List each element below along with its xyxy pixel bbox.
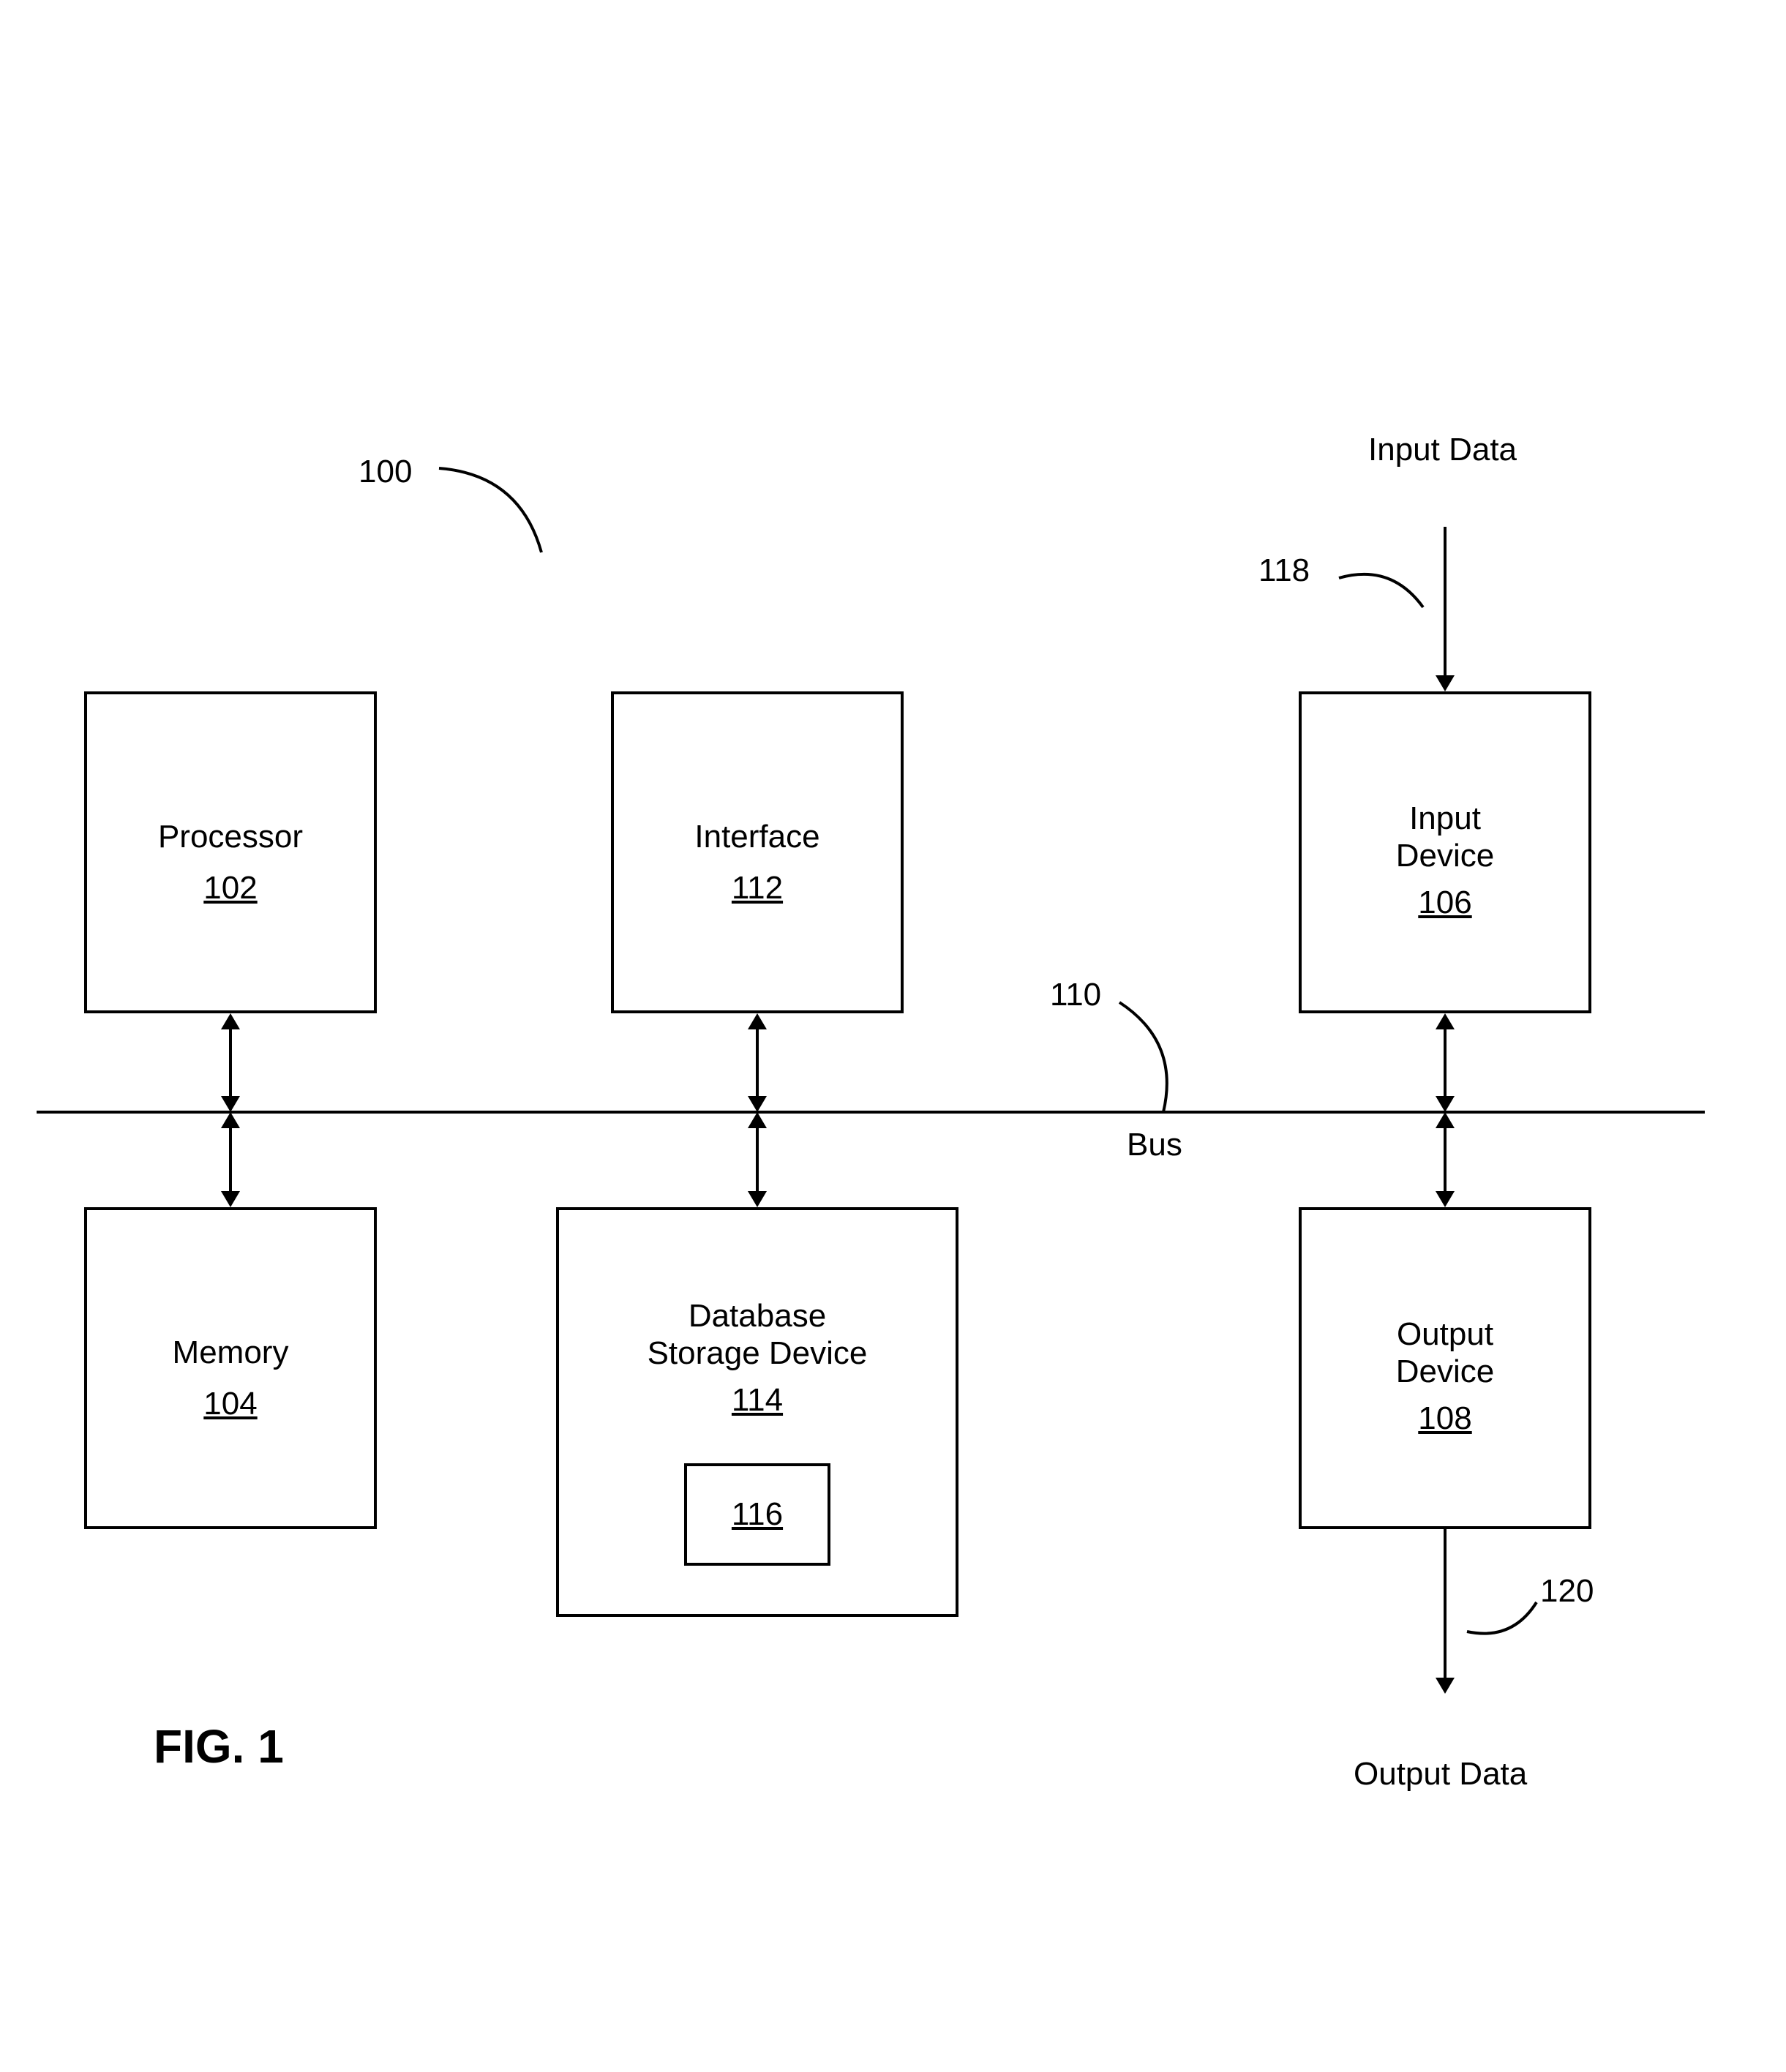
memory-box: Memory 104 [84,1207,377,1529]
input-device-ref: 106 [1302,885,1588,921]
memory-label: Memory [87,1335,374,1372]
system-ref-label: 100 [359,454,412,490]
interface-label: Interface [614,819,901,856]
output-data-ref-label: 120 [1540,1573,1594,1610]
input-data-label: Input Data [1368,432,1517,468]
input-data-ref-label: 118 [1258,552,1310,589]
interface-ref: 112 [614,870,901,906]
input-device-box: InputDevice 106 [1299,691,1591,1013]
database-storage-ref: 114 [559,1382,956,1419]
output-device-label: OutputDevice [1302,1316,1588,1390]
output-device-box: OutputDevice 108 [1299,1207,1591,1529]
memory-ref: 104 [87,1386,374,1422]
output-device-ref: 108 [1302,1400,1588,1437]
bus-ref-label: 110 [1050,977,1101,1013]
diagram-canvas: Processor 102 Interface 112 InputDevice … [0,0,1786,2072]
output-data-label: Output Data [1354,1756,1527,1793]
interface-box: Interface 112 [611,691,904,1013]
processor-ref: 102 [87,870,374,906]
input-device-label: InputDevice [1302,800,1588,874]
database-inner-ref: 116 [732,1496,783,1533]
database-storage-label: DatabaseStorage Device [559,1298,956,1372]
bus-label: Bus [1127,1127,1182,1163]
figure-label: FIG. 1 [154,1719,284,1773]
processor-label: Processor [87,819,374,856]
database-inner-box: 116 [684,1463,830,1566]
processor-box: Processor 102 [84,691,377,1013]
